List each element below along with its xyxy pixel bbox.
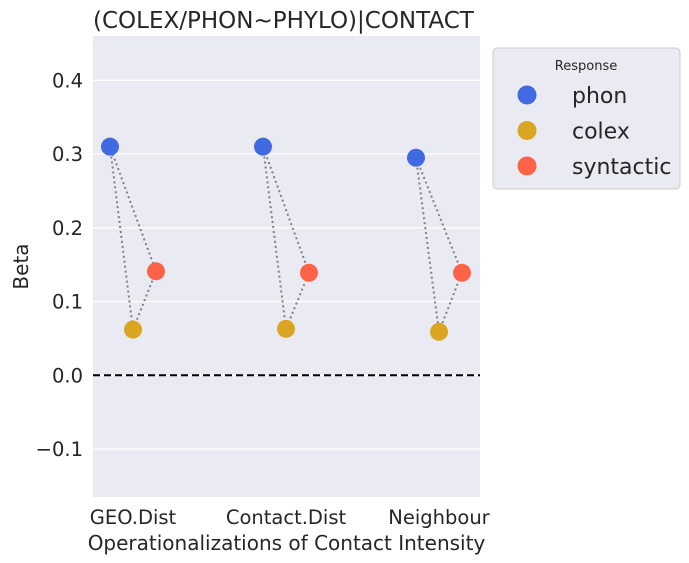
legend-label-phon: phon [572,84,627,109]
series-connectors [109,146,464,333]
point-colex [124,320,142,339]
y-tick-label: −0.1 [36,438,83,461]
connector-line [109,146,158,330]
y-tick-label: 0.0 [52,364,83,387]
x-tick-label: GEO.Dist [90,506,177,529]
legend: Response phon colex syntactic [492,47,681,190]
point-colex [430,322,448,341]
y-tick-label: 0.1 [52,291,83,314]
x-tick-label: Neighbour [388,506,490,529]
point-phon [407,148,425,167]
legend-label-colex: colex [572,120,630,145]
legend-label-syntactic: syntactic [572,155,671,180]
y-axis-label: Beta [9,243,33,289]
point-phon [101,137,119,156]
connector-line [262,146,311,333]
legend-box [492,47,681,190]
x-tick-labels: GEO.Dist Contact.Dist Neighbour [90,506,491,529]
y-tick-labels: −0.1 0.0 0.1 0.2 0.3 0.4 [36,69,83,461]
x-tick-label: Contact.Dist [226,506,347,529]
y-tick-label: 0.2 [52,217,83,240]
connector-line [415,157,464,333]
legend-title: Response [555,59,617,74]
x-axis-label: Operationalizations of Contact Intensity [88,531,486,555]
legend-marker-colex [517,121,537,140]
legend-marker-syntactic [517,156,537,176]
legend-items: phon colex syntactic [517,84,671,180]
point-colex [277,319,295,338]
y-tick-label: 0.3 [52,143,83,166]
y-tick-label: 0.4 [52,69,83,92]
legend-marker-phon [517,85,537,105]
point-phon [254,137,272,156]
point-syntactic [453,263,471,282]
data-points [101,137,471,341]
point-syntactic [300,263,318,282]
chart-title: (COLEX/PHON~PHYLO)|CONTACT [93,8,475,34]
point-syntactic [147,262,165,281]
